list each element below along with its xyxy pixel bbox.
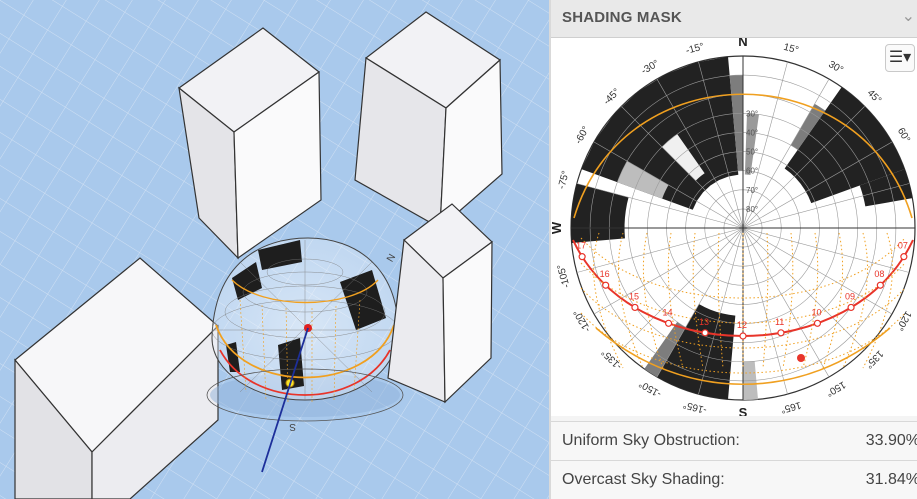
- azimuth-label: -150°: [637, 378, 663, 400]
- shading-mask-panel: SHADING MASK ⌄ 17 16 15 14 13 12 11 10 09 08 07 30°…: [551, 0, 917, 499]
- compass-letters: NSWE: [551, 34, 748, 420]
- shading-mask-chart: 17 16 15 14 13 12 11 10 09 08 07 30° 40° 50° 60° 70° 80°…: [551, 34, 917, 420]
- hour-label: 07: [898, 241, 908, 251]
- hour-label: 11: [775, 317, 784, 327]
- azimuth-label: 150°: [824, 378, 847, 398]
- altitude-label: 30°: [746, 109, 758, 118]
- azimuth-label: 120°: [893, 309, 913, 332]
- 3d-viewport[interactable]: S N: [0, 0, 549, 499]
- hour-label: 10: [811, 307, 821, 317]
- azimuth-label: 15°: [782, 42, 799, 57]
- panel-divider[interactable]: [549, 0, 551, 499]
- building-tall-back-right[interactable]: [354, 11, 503, 230]
- uniform-sky-label: Uniform Sky Obstruction:: [562, 432, 740, 449]
- compass-north-label: N: [385, 252, 398, 264]
- hour-label: 17: [576, 241, 586, 251]
- current-sun-position: [797, 354, 805, 362]
- altitude-label: 40°: [746, 128, 758, 137]
- azimuth-label: -75°: [556, 170, 571, 191]
- altitude-label: 80°: [746, 205, 758, 214]
- azimuth-label: -15°: [685, 41, 706, 56]
- azimuth-label: 60°: [895, 126, 912, 145]
- hour-label: 15: [629, 291, 639, 301]
- altitude-label: 50°: [746, 148, 758, 157]
- building-tall-back-left[interactable]: [178, 27, 322, 260]
- shading-dome[interactable]: [211, 237, 399, 403]
- overcast-sky-label: Overcast Sky Shading:: [562, 471, 725, 488]
- azimuth-label: -165°: [682, 399, 708, 416]
- stat-row-overcast: Overcast Sky Shading: 31.84%: [551, 460, 917, 499]
- altitude-labels: 30° 40° 50° 60° 70° 80°: [746, 109, 758, 214]
- compass-ring: S N: [206, 252, 404, 432]
- hour-markers: 17 16 15 14 13 12 11 10 09 08 07: [576, 241, 908, 340]
- hour-label: 09: [845, 291, 855, 301]
- uniform-sky-value: 33.90%: [865, 432, 917, 449]
- sun-vector: [261, 327, 309, 473]
- stat-row-uniform: Uniform Sky Obstruction: 33.90%: [551, 421, 917, 460]
- azimuth-label: 135°: [863, 348, 885, 370]
- azimuth-label: -60°: [573, 125, 592, 146]
- azimuth-label: 165°: [780, 399, 803, 415]
- hour-label: 12: [737, 320, 747, 330]
- altitude-label: 70°: [746, 186, 758, 195]
- compass-w: W: [551, 221, 564, 234]
- chevron-down-icon[interactable]: ⌄: [901, 8, 915, 25]
- azimuth-label: -120°: [572, 307, 594, 333]
- azimuth-label: -45°: [602, 87, 623, 108]
- azimuth-label: -105°: [556, 263, 573, 289]
- azimuth-label: -30°: [640, 58, 661, 77]
- building-front-left[interactable]: [14, 257, 219, 499]
- azimuth-label: 30°: [826, 59, 845, 76]
- compass-south-label: S: [289, 421, 296, 432]
- stereographic-mask: 17 16 15 14 13 12 11 10 09 08 07 30° 40° 50° 60° 70° 80°…: [551, 34, 917, 420]
- panel-header[interactable]: SHADING MASK ⌄: [551, 0, 917, 38]
- hour-label: 08: [874, 269, 884, 279]
- panel-title: SHADING MASK: [562, 9, 682, 26]
- hour-label: 13: [699, 317, 709, 327]
- compass-s: S: [739, 405, 748, 416]
- hour-label: 14: [663, 307, 673, 317]
- altitude-label: 60°: [746, 167, 758, 176]
- shade-cells: [571, 56, 913, 400]
- azimuth-label: 45°: [865, 88, 883, 106]
- analemma-dots: [580, 232, 906, 374]
- dome-shade-cells: [226, 240, 386, 390]
- hour-label: 16: [600, 269, 610, 279]
- compass-n: N: [738, 38, 747, 49]
- azimuth-label: -135°: [600, 347, 625, 372]
- menu-button[interactable]: ☰▾: [885, 44, 915, 72]
- hamburger-menu-icon: ☰▾: [888, 49, 912, 66]
- building-front-right[interactable]: [387, 203, 493, 404]
- scene-canvas[interactable]: S N: [0, 0, 549, 499]
- overcast-sky-value: 31.84%: [865, 471, 917, 488]
